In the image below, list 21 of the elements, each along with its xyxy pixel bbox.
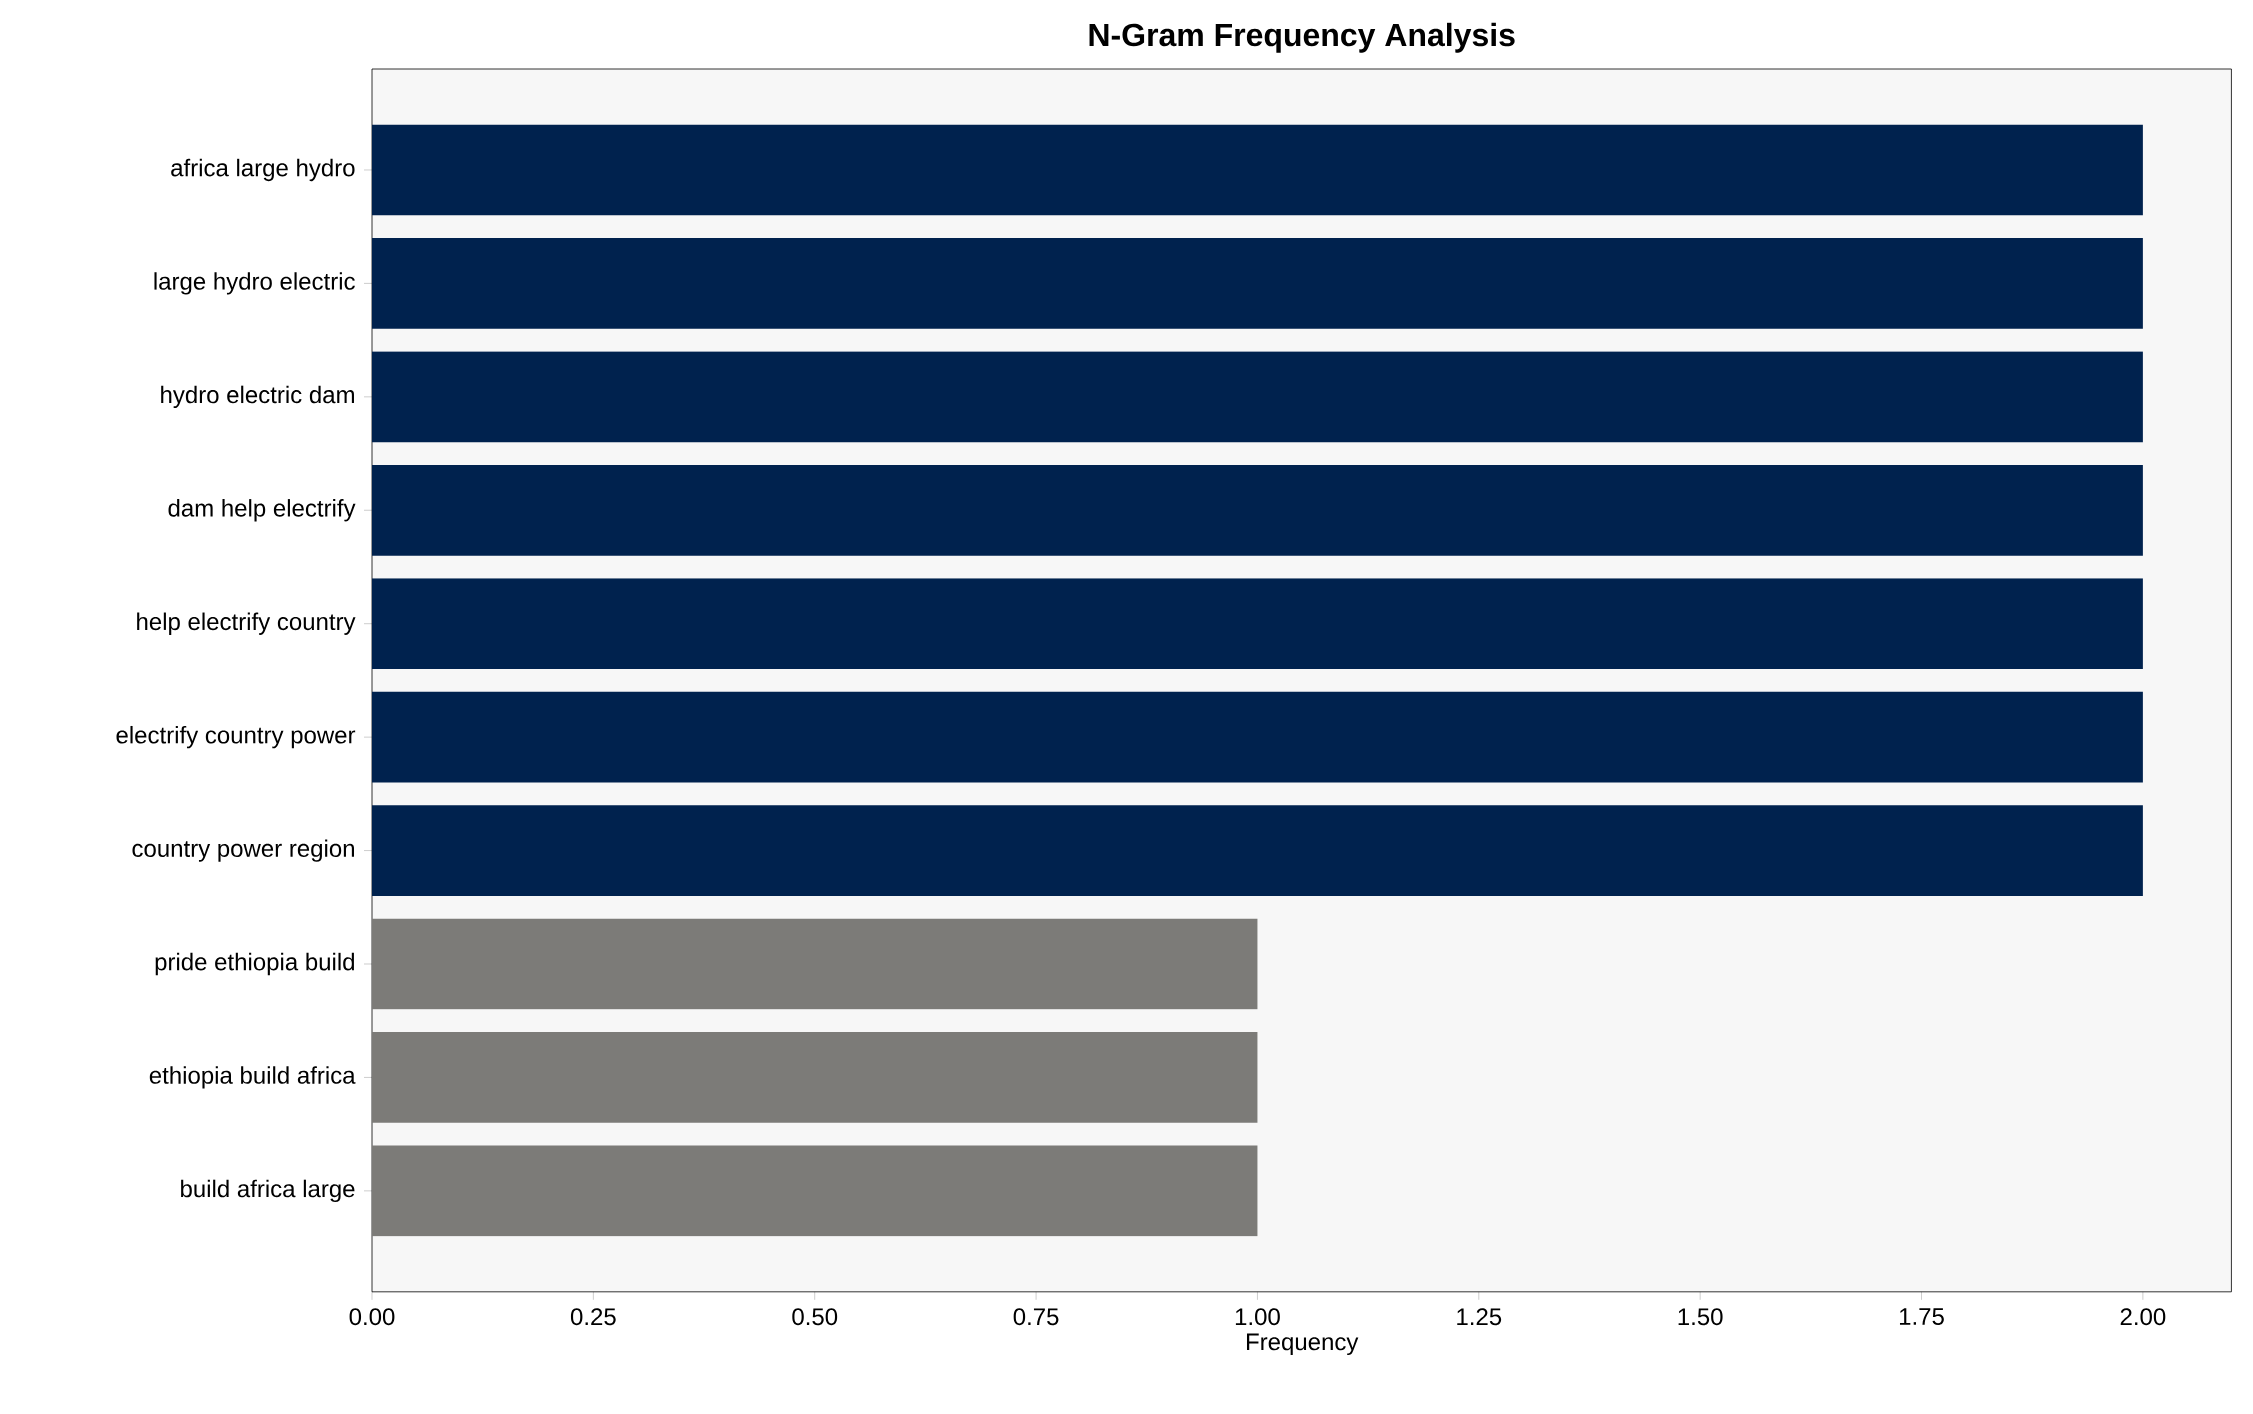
y-tick-label: dam help electrify [168, 499, 356, 522]
y-tick-label: country power region [132, 839, 354, 862]
x-tick-label: 1.25 [1457, 1308, 1502, 1326]
y-tick-label: large hydro electric [154, 272, 355, 295]
x-tick-label: 0.25 [570, 1308, 616, 1326]
x-tick-label: 1.75 [1899, 1308, 1944, 1325]
y-tick-label: hydro electric dam [161, 385, 354, 409]
x-axis-title: Frequency [1246, 1333, 1359, 1356]
y-tick-label: africa large hydro [171, 158, 355, 182]
chart-title: N-Gram Frequency Analysis [1089, 22, 1515, 53]
y-tick-label: build africa large [181, 1179, 355, 1203]
x-tick-label: 1.50 [1678, 1308, 1723, 1326]
y-tick-label: help electrify country [137, 612, 356, 635]
x-tick-label: 0.75 [1013, 1308, 1059, 1326]
x-tick-label: 1.00 [1235, 1308, 1280, 1326]
y-tick-label: ethiopia build africa [149, 1066, 356, 1089]
y-tick-label: electrify country power [116, 725, 356, 749]
y-tick-label: pride ethiopia build [155, 952, 354, 976]
x-tick-label: 2.00 [2120, 1308, 2166, 1326]
x-tick-label: 0.00 [349, 1308, 395, 1326]
x-tick-label: 0.50 [792, 1308, 838, 1326]
